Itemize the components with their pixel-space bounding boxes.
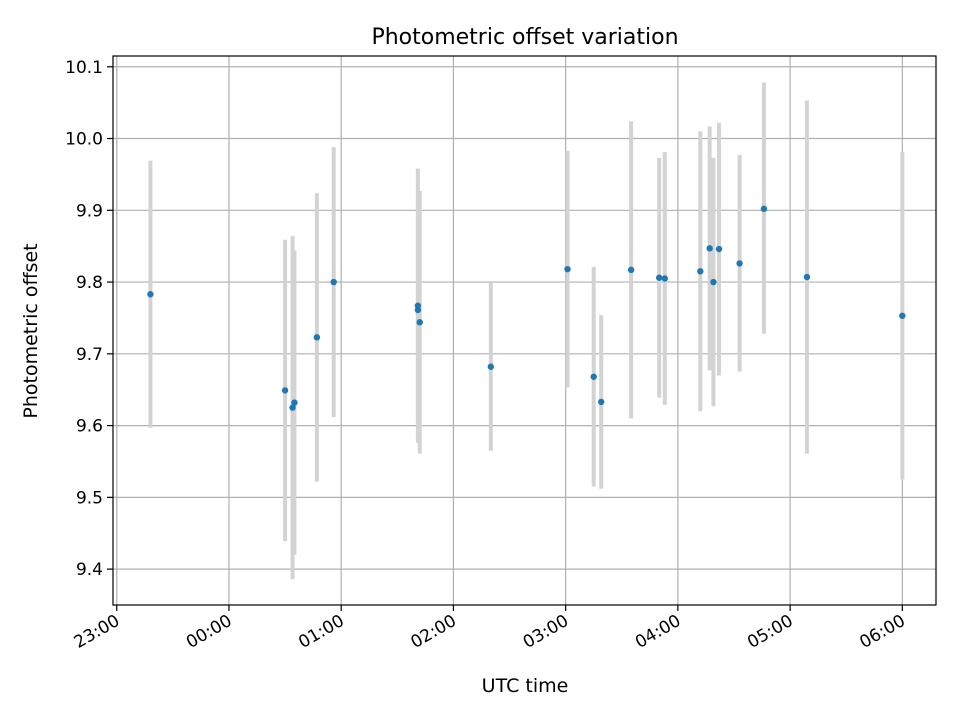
y-tick-label: 9.5	[76, 488, 103, 508]
data-point	[330, 278, 337, 286]
data-point	[803, 273, 811, 281]
data-point	[760, 205, 768, 213]
data-point	[627, 266, 635, 274]
data-point	[597, 398, 605, 406]
data-point	[291, 399, 298, 406]
data-point	[706, 245, 713, 252]
plot-area	[112, 55, 937, 606]
plot-background	[113, 56, 936, 605]
y-tick-label: 9.9	[76, 201, 103, 221]
y-axis-ticks: 9.4 9.5 9.6 9.7 9.8 9.9 10.0 10.1	[65, 58, 113, 580]
y-tick-label: 10.0	[65, 130, 103, 150]
data-point	[416, 319, 423, 326]
y-tick-label: 10.1	[65, 58, 103, 78]
y-tick-label: 9.4	[76, 560, 103, 580]
data-point	[313, 334, 321, 341]
data-point	[564, 265, 571, 273]
y-tick-label: 9.8	[76, 273, 103, 293]
data-point	[715, 245, 723, 253]
y-tick-label: 9.6	[76, 417, 103, 437]
data-point	[289, 404, 296, 411]
data-point	[590, 373, 597, 380]
y-axis-label: Photometric offset	[20, 243, 42, 418]
data-points	[147, 205, 906, 411]
data-point	[655, 274, 663, 281]
data-point	[899, 312, 906, 319]
data-point	[661, 275, 668, 282]
data-point	[697, 268, 704, 275]
data-point	[487, 363, 495, 370]
data-point	[414, 306, 422, 314]
data-point	[147, 291, 154, 298]
plot-frame	[112, 55, 937, 606]
y-tick-label: 9.7	[76, 345, 103, 365]
x-axis-label: UTC time	[482, 675, 569, 697]
data-point	[281, 387, 289, 394]
data-point	[710, 278, 717, 286]
data-point	[736, 260, 743, 267]
chart-title: Photometric offset variation	[371, 25, 678, 50]
